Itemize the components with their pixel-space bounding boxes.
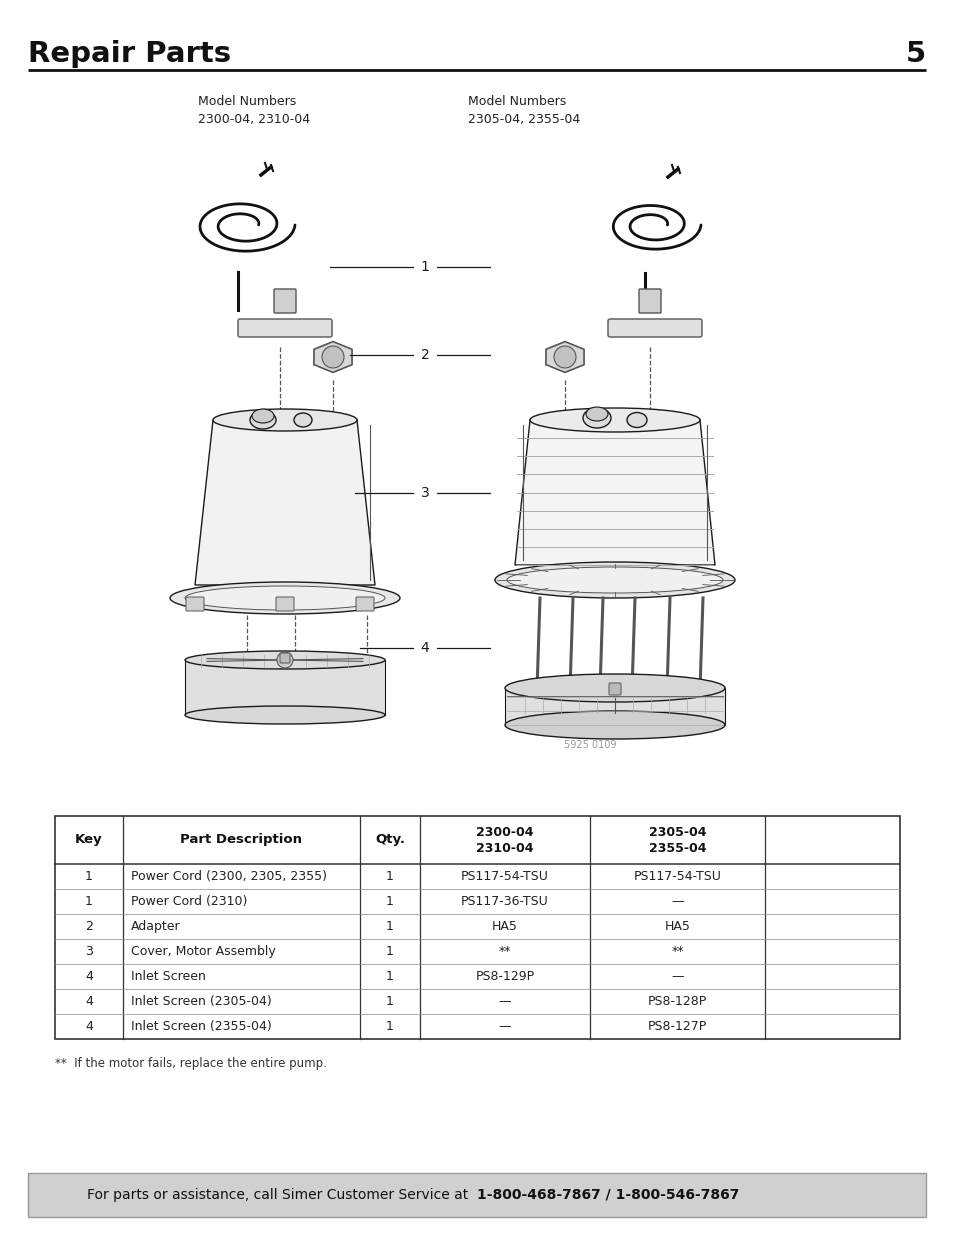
Text: Part Description: Part Description [180, 834, 302, 846]
Ellipse shape [250, 411, 275, 429]
Text: —: — [498, 995, 511, 1008]
FancyBboxPatch shape [639, 289, 660, 312]
Polygon shape [515, 420, 714, 564]
Text: PS117-36-TSU: PS117-36-TSU [460, 895, 548, 908]
Text: —: — [498, 1020, 511, 1032]
Ellipse shape [185, 651, 385, 669]
FancyBboxPatch shape [237, 319, 332, 337]
Text: 2305-04: 2305-04 [648, 825, 705, 839]
Text: Power Cord (2300, 2305, 2355): Power Cord (2300, 2305, 2355) [131, 869, 327, 883]
Text: 2300-04: 2300-04 [476, 825, 533, 839]
Text: 1: 1 [386, 969, 394, 983]
Text: Inlet Screen: Inlet Screen [131, 969, 206, 983]
Polygon shape [545, 342, 583, 373]
FancyBboxPatch shape [607, 319, 701, 337]
Text: 1: 1 [420, 261, 429, 274]
Bar [28, 1173, 925, 1216]
FancyBboxPatch shape [355, 597, 374, 611]
Text: 2: 2 [420, 348, 429, 362]
Text: Power Cord (2310): Power Cord (2310) [131, 895, 247, 908]
Ellipse shape [185, 585, 385, 610]
Text: Inlet Screen (2305-04): Inlet Screen (2305-04) [131, 995, 272, 1008]
Text: **: ** [671, 945, 683, 958]
Text: Key: Key [75, 834, 103, 846]
Text: 1: 1 [386, 945, 394, 958]
Text: 1: 1 [85, 869, 92, 883]
Text: 4: 4 [420, 641, 429, 655]
Text: 2310-04: 2310-04 [476, 841, 533, 855]
Polygon shape [194, 420, 375, 585]
Text: Adapter: Adapter [131, 920, 180, 932]
Text: 4: 4 [85, 969, 92, 983]
Ellipse shape [504, 674, 724, 701]
Text: 3: 3 [85, 945, 92, 958]
Text: PS8-127P: PS8-127P [647, 1020, 706, 1032]
Text: Cover, Motor Assembly: Cover, Motor Assembly [131, 945, 275, 958]
Text: 2355-04: 2355-04 [648, 841, 705, 855]
Text: 1: 1 [85, 895, 92, 908]
Text: Qty.: Qty. [375, 834, 405, 846]
FancyBboxPatch shape [274, 289, 295, 312]
Circle shape [554, 346, 576, 368]
Text: For parts or assistance, call Simer Customer Service at: For parts or assistance, call Simer Cust… [87, 1188, 477, 1202]
FancyBboxPatch shape [186, 597, 204, 611]
Text: HA5: HA5 [492, 920, 517, 932]
Ellipse shape [495, 562, 734, 598]
Circle shape [276, 652, 293, 668]
Circle shape [322, 346, 344, 368]
Text: 5925 0109: 5925 0109 [563, 740, 616, 750]
Ellipse shape [582, 408, 610, 429]
FancyBboxPatch shape [608, 683, 620, 695]
Ellipse shape [504, 711, 724, 739]
Ellipse shape [530, 408, 700, 432]
Text: **  If the motor fails, replace the entire pump.: ** If the motor fails, replace the entir… [55, 1057, 327, 1070]
Ellipse shape [294, 412, 312, 427]
Ellipse shape [506, 567, 722, 593]
Ellipse shape [626, 412, 646, 427]
Text: **: ** [498, 945, 511, 958]
Text: 3: 3 [420, 487, 429, 500]
Text: PS117-54-TSU: PS117-54-TSU [633, 869, 720, 883]
Text: Inlet Screen (2355-04): Inlet Screen (2355-04) [131, 1020, 272, 1032]
Polygon shape [314, 342, 352, 373]
Text: 1: 1 [386, 895, 394, 908]
Text: PS8-128P: PS8-128P [647, 995, 706, 1008]
Polygon shape [185, 659, 385, 715]
Text: 1: 1 [386, 1020, 394, 1032]
Text: 5: 5 [905, 40, 925, 68]
Ellipse shape [170, 582, 399, 614]
Text: Model Numbers
2300-04, 2310-04: Model Numbers 2300-04, 2310-04 [198, 95, 310, 126]
FancyBboxPatch shape [280, 653, 290, 663]
FancyBboxPatch shape [275, 597, 294, 611]
Text: 2: 2 [85, 920, 92, 932]
Text: 1: 1 [386, 869, 394, 883]
Polygon shape [504, 688, 724, 725]
Text: 4: 4 [85, 995, 92, 1008]
Text: PS117-54-TSU: PS117-54-TSU [460, 869, 548, 883]
Text: Repair Parts: Repair Parts [28, 40, 231, 68]
Text: HA5: HA5 [664, 920, 690, 932]
Text: —: — [671, 895, 683, 908]
Text: PS8-129P: PS8-129P [475, 969, 534, 983]
Text: 1-800-468-7867 / 1-800-546-7867: 1-800-468-7867 / 1-800-546-7867 [476, 1188, 739, 1202]
Ellipse shape [252, 409, 274, 424]
Ellipse shape [213, 409, 356, 431]
Bar [55, 816, 899, 1039]
Text: —: — [671, 969, 683, 983]
Text: 4: 4 [85, 1020, 92, 1032]
Text: 1: 1 [386, 995, 394, 1008]
Ellipse shape [185, 706, 385, 724]
Text: 1: 1 [386, 920, 394, 932]
Text: Model Numbers
2305-04, 2355-04: Model Numbers 2305-04, 2355-04 [468, 95, 579, 126]
Ellipse shape [585, 408, 607, 421]
